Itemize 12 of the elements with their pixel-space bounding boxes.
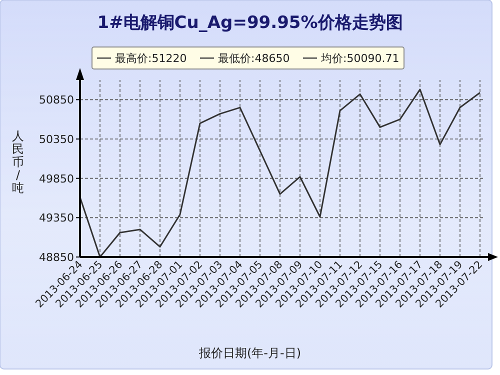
y-tick-label: 50850 [39,94,74,107]
text: 最低价:48650 [218,52,290,65]
text: 最高价:51220 [115,52,187,65]
y-tick-label: 50350 [39,133,74,146]
line-series [79,88,481,258]
text: 均价:50090.71 [320,52,400,65]
y-tick-label: 49850 [39,172,74,186]
chart-title: 1#电解铜Cu_Ag=99.95%价格走势图 [97,13,403,33]
x-axis-title: 报价日期(年-月-日) [198,346,302,360]
y-axis-title: 人民币/吨 [12,129,24,195]
y-tick-label: 48850 [39,251,74,264]
y-tick-label: 49350 [39,212,74,225]
